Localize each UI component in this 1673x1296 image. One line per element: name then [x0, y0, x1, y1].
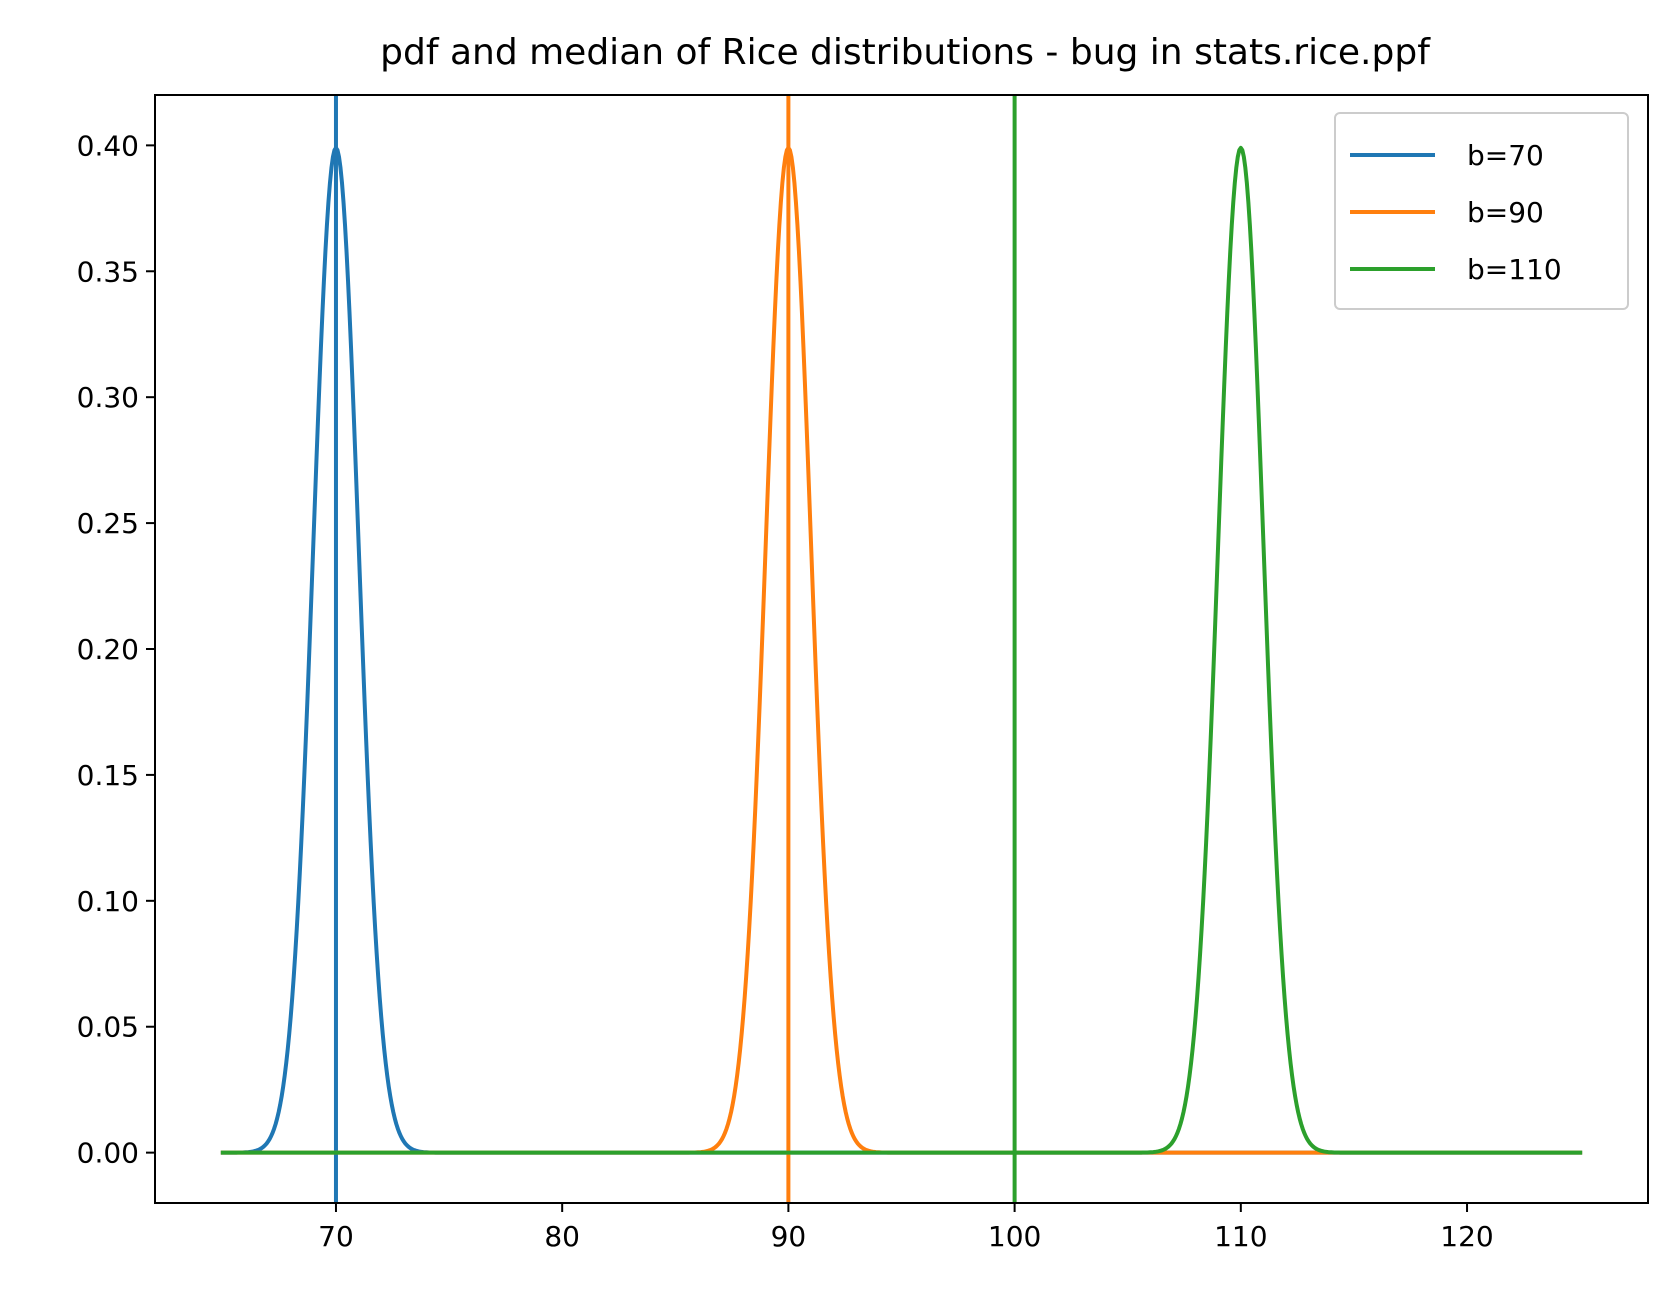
legend-label-b=70: b=70: [1467, 139, 1544, 172]
y-tick-label: 0.15: [77, 759, 139, 792]
y-tick-label: 0.40: [77, 129, 139, 162]
y-tick-label: 0.10: [77, 885, 139, 918]
legend-label-b=90: b=90: [1467, 196, 1544, 229]
plot-area: [220, 95, 1583, 1203]
y-tick-label: 0.05: [77, 1011, 139, 1044]
x-tick-label: 100: [988, 1220, 1041, 1253]
legend-box: [1334, 112, 1629, 310]
x-tick-label: 110: [1214, 1220, 1267, 1253]
x-tick-label: 70: [318, 1220, 354, 1253]
x-tick-label: 120: [1440, 1220, 1493, 1253]
axes: 70 80 90 100 110 120 0.00 0.05 0.10 0.15 0.20 0.25 0…: [77, 94, 1649, 1253]
series-line-b=110: [220, 145, 1583, 1155]
y-tick-label: 0.25: [77, 507, 139, 540]
x-tick-label: 80: [544, 1220, 580, 1253]
legend: b=70 b=90 b=110: [1334, 112, 1629, 310]
x-tick-label: 90: [771, 1220, 807, 1253]
y-tick-label: 0.30: [77, 381, 139, 414]
y-tick-label: 0.35: [77, 255, 139, 288]
legend-label-b=110: b=110: [1467, 253, 1562, 286]
y-tick-label: 0.20: [77, 633, 139, 666]
y-tick-label: 0.00: [77, 1137, 139, 1170]
chart-title: pdf and median of Rice distributions - b…: [380, 32, 1431, 73]
